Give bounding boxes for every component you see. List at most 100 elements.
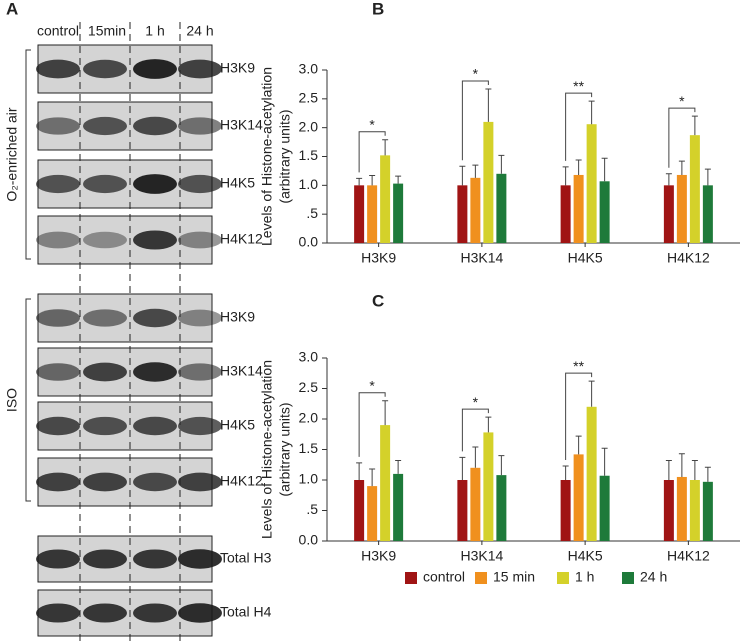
row-label: H4K5 (220, 175, 255, 191)
significance-label: ** (573, 358, 584, 374)
error-bar (588, 100, 595, 125)
y-tick-label: 1.5 (299, 440, 319, 456)
blot-band (36, 416, 80, 436)
bar (689, 135, 700, 243)
error-bar (356, 177, 363, 186)
blot-band (36, 472, 80, 492)
error-bar (601, 157, 608, 182)
bar (393, 473, 404, 541)
significance-label: * (679, 93, 685, 109)
y-tick-label: 1.0 (299, 176, 319, 192)
blot-band (178, 174, 222, 194)
significance-label: * (369, 116, 375, 132)
x-tick-label: H3K9 (361, 548, 396, 564)
blot-band (178, 472, 222, 492)
legend-label: 1 h (575, 569, 594, 585)
blot-band (83, 309, 127, 327)
significance-bracket (461, 408, 489, 452)
blot-band (36, 549, 80, 569)
y-tick-label: 0.0 (299, 532, 319, 548)
bar (560, 480, 571, 541)
bar (496, 173, 507, 243)
blot-band (133, 416, 177, 436)
y-tick-label: .5 (306, 501, 318, 517)
row-label: H3K14 (220, 363, 263, 379)
error-bar (498, 154, 505, 174)
blot-band (178, 603, 222, 623)
x-tick-label: H4K5 (568, 250, 603, 266)
blot-band (83, 59, 127, 79)
bar (457, 185, 468, 243)
blot-band (178, 231, 222, 249)
column-label: 24 h (186, 23, 213, 39)
x-tick-label: H3K14 (460, 250, 503, 266)
y-tick-label: .5 (306, 205, 318, 221)
blot-band (133, 174, 177, 194)
panel-label: B (372, 0, 384, 18)
significance-label: * (473, 394, 479, 410)
error-bar (395, 459, 402, 474)
error-bar (678, 160, 685, 175)
blot-band (133, 308, 177, 328)
x-tick-label: H4K5 (568, 548, 603, 564)
significance-bracket (358, 131, 386, 173)
y-axis-label: (arbitrary units) (277, 109, 293, 203)
x-tick-label: H3K14 (460, 548, 503, 564)
blot-band (83, 116, 127, 136)
bar (380, 425, 391, 541)
blot-band (83, 603, 127, 623)
error-bar (601, 447, 608, 476)
legend-swatch (475, 572, 487, 584)
y-tick-label: 3.0 (299, 349, 319, 365)
bar (599, 181, 610, 243)
blot-band (83, 416, 127, 436)
blot-band (133, 362, 177, 382)
bar (560, 185, 571, 243)
error-bar (575, 435, 582, 455)
bar (354, 480, 365, 541)
group-label: ISO (4, 388, 20, 412)
legend-swatch (622, 572, 634, 584)
bar (573, 454, 584, 541)
error-bar (459, 165, 466, 186)
bar (393, 183, 404, 243)
legend-label: control (423, 569, 465, 585)
error-bar (369, 175, 376, 186)
significance-bracket (358, 392, 386, 457)
row-label: H3K9 (220, 60, 255, 76)
row-label: H3K9 (220, 309, 255, 325)
y-tick-label: 2.5 (299, 90, 319, 106)
blot-band (83, 174, 127, 194)
group-label: O₂-enriched air (4, 107, 20, 201)
panel-label: A (6, 0, 18, 18)
blot-band (133, 116, 177, 136)
blot-band (36, 59, 80, 79)
significance-label: * (369, 377, 375, 393)
bar (354, 185, 365, 243)
bar (573, 174, 584, 243)
error-bar (356, 462, 363, 480)
blot-band (133, 59, 177, 79)
error-bar (588, 380, 595, 407)
error-bar (485, 416, 492, 433)
bar (483, 121, 494, 243)
bar (676, 476, 687, 541)
y-tick-label: 0.0 (299, 234, 319, 250)
x-tick-label: H4K12 (667, 250, 710, 266)
error-bar (575, 159, 582, 175)
blot-band (133, 603, 177, 623)
y-tick-label: 2.5 (299, 379, 319, 395)
blot-band (36, 117, 80, 135)
significance-bracket (565, 92, 593, 161)
x-tick-label: H3K9 (361, 250, 396, 266)
panel-label: C (372, 291, 384, 310)
blot-band (133, 549, 177, 569)
row-label: H3K14 (220, 117, 263, 133)
error-bar (691, 115, 698, 136)
column-label: 1 h (145, 23, 164, 39)
error-bar (562, 166, 569, 186)
error-bar (382, 139, 389, 156)
total-label: Total H3 (220, 550, 272, 566)
bar (663, 480, 674, 541)
